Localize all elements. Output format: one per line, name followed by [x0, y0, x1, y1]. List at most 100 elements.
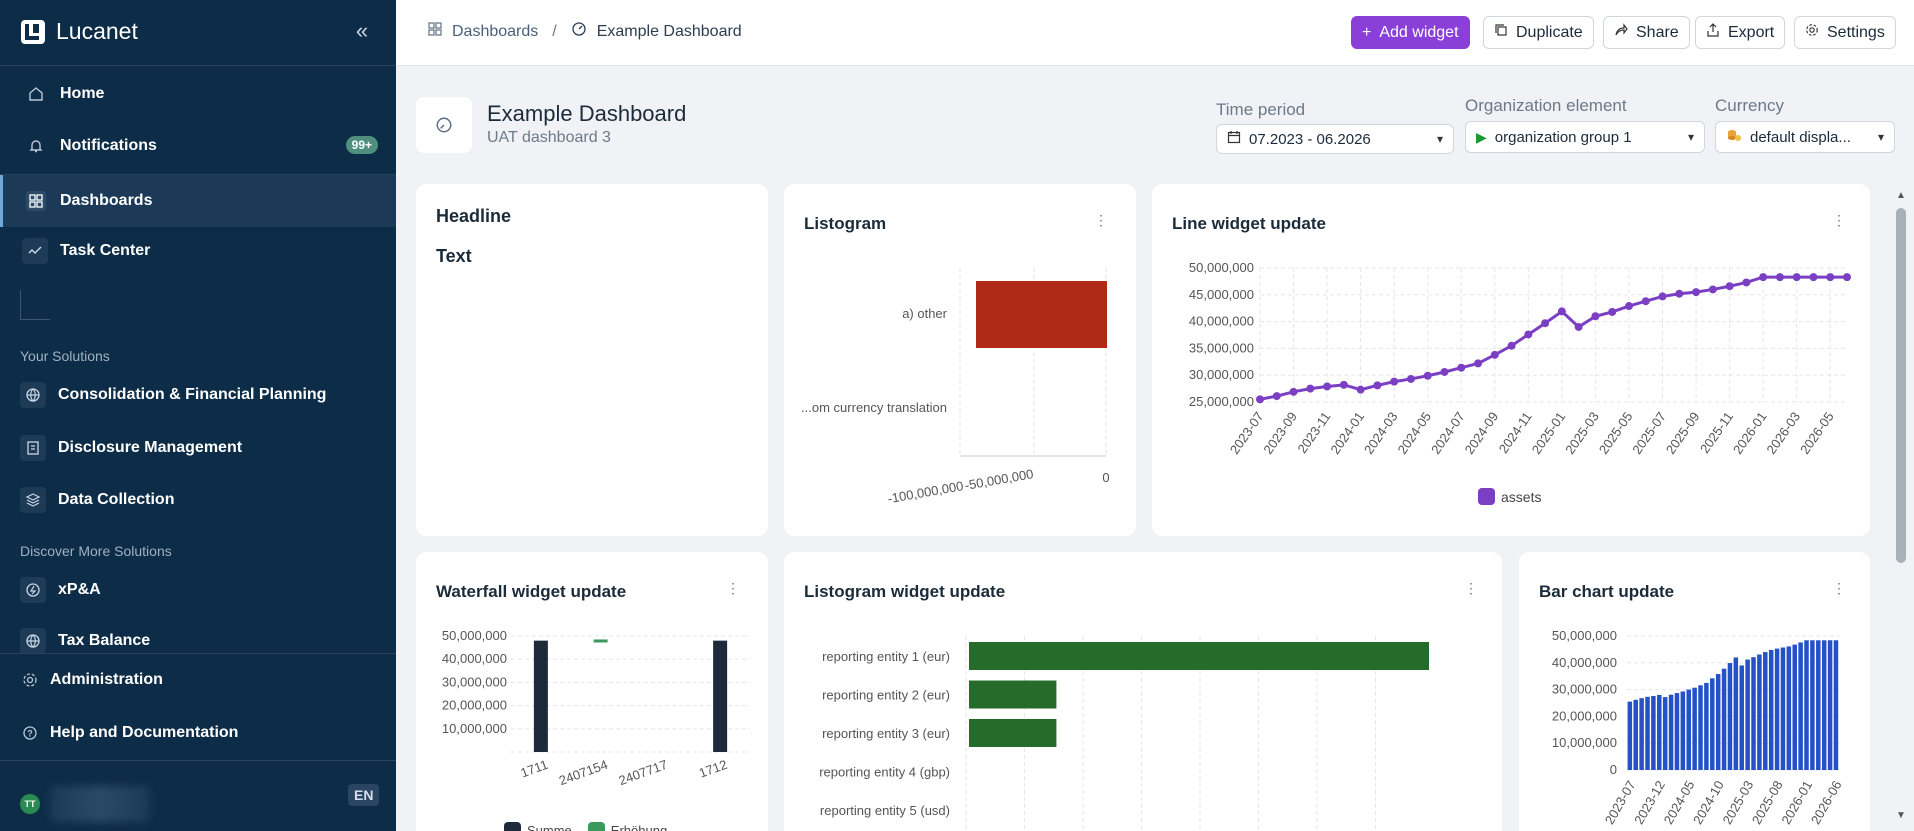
listogram-bar[interactable]	[969, 719, 1057, 747]
bar[interactable]	[1692, 687, 1697, 770]
data-point[interactable]	[1490, 350, 1499, 359]
brand-logo[interactable]: Lucanet	[20, 18, 138, 45]
data-point[interactable]	[1708, 285, 1717, 294]
duplicate-button[interactable]: Duplicate	[1483, 16, 1594, 49]
data-point[interactable]	[1692, 288, 1701, 297]
data-point[interactable]	[1306, 384, 1315, 393]
bar[interactable]	[1710, 678, 1715, 770]
listogram-bar[interactable]	[969, 680, 1057, 709]
bar[interactable]	[1792, 644, 1797, 770]
data-point[interactable]	[1373, 381, 1382, 390]
bar[interactable]	[1727, 663, 1733, 770]
bar[interactable]	[1733, 657, 1739, 770]
time-period-select[interactable]: 07.2023 - 06.2026 ▾	[1216, 124, 1454, 154]
page-scrollbar-thumb[interactable]	[1896, 208, 1906, 563]
waterfall-widget[interactable]: Waterfall widget update ⋮ 10,000,000 20,0…	[416, 552, 768, 831]
bar[interactable]	[1668, 694, 1674, 770]
data-point[interactable]	[1675, 289, 1684, 298]
bar[interactable]	[1774, 648, 1780, 770]
data-point[interactable]	[1390, 377, 1399, 386]
waterfall-increase-bar[interactable]	[593, 639, 608, 643]
scroll-up-arrow[interactable]: ▲	[1896, 190, 1906, 201]
nav-administration[interactable]: Administration	[0, 655, 396, 705]
bar[interactable]	[1757, 654, 1762, 770]
data-point[interactable]	[1759, 273, 1768, 282]
data-point[interactable]	[1557, 307, 1566, 316]
bar[interactable]	[1662, 697, 1668, 770]
nav-xpa[interactable]: xP&A	[0, 565, 396, 615]
data-point[interactable]	[1423, 371, 1432, 380]
nav-consolidation[interactable]: Consolidation & Financial Planning	[0, 370, 396, 420]
bar[interactable]	[1627, 701, 1633, 770]
bar[interactable]	[1686, 689, 1691, 770]
bar[interactable]	[1804, 640, 1809, 770]
data-point[interactable]	[1624, 302, 1633, 311]
headline-widget[interactable]: Headline Text	[416, 184, 768, 536]
bar[interactable]	[1833, 640, 1839, 770]
more-options-icon[interactable]: ⋮	[1094, 212, 1108, 228]
data-point[interactable]	[1356, 385, 1365, 394]
data-point[interactable]	[1843, 273, 1851, 282]
export-button[interactable]: Export	[1695, 16, 1786, 49]
data-point[interactable]	[1440, 367, 1449, 376]
nav-help[interactable]: ? Help and Documentation	[0, 708, 396, 758]
data-point[interactable]	[1339, 380, 1348, 389]
scroll-down-arrow[interactable]: ▼	[1896, 810, 1906, 821]
nav-notifications[interactable]: Notifications 99+	[0, 121, 396, 171]
bar[interactable]	[1798, 642, 1803, 770]
bar[interactable]	[1810, 640, 1815, 770]
data-point[interactable]	[1641, 297, 1650, 306]
more-options-icon[interactable]: ⋮	[1832, 580, 1846, 596]
legend-item[interactable]: Erhöhung	[587, 822, 667, 831]
organization-element-select[interactable]: ▶ organization group 1 ▾	[1465, 121, 1705, 153]
bar[interactable]	[1704, 682, 1709, 770]
bar[interactable]	[1821, 640, 1827, 770]
legend-item[interactable]: Summe	[504, 822, 572, 831]
waterfall-sum-bar[interactable]	[533, 640, 548, 752]
bar[interactable]	[1657, 694, 1662, 770]
data-point[interactable]	[1323, 382, 1332, 391]
nav-home[interactable]: Home	[0, 69, 396, 119]
bar[interactable]	[1745, 659, 1750, 770]
currency-select[interactable]: default displa... ▾	[1715, 121, 1895, 153]
more-options-icon[interactable]: ⋮	[1464, 580, 1478, 596]
data-point[interactable]	[1608, 307, 1617, 316]
more-options-icon[interactable]: ⋮	[1832, 212, 1846, 228]
data-point[interactable]	[1809, 273, 1818, 282]
nav-tax-balance[interactable]: Tax Balance	[0, 617, 396, 665]
data-point[interactable]	[1524, 330, 1533, 339]
bar[interactable]	[1816, 640, 1821, 770]
data-point[interactable]	[1574, 322, 1583, 331]
line-widget[interactable]: Line widget update ⋮ 25,000,000 30,000,00…	[1152, 184, 1870, 536]
bar[interactable]	[1739, 665, 1744, 770]
nav-dashboards[interactable]: Dashboards	[0, 175, 396, 227]
bar[interactable]	[1715, 674, 1721, 770]
bar[interactable]	[1674, 693, 1680, 770]
user-profile[interactable]: TT	[20, 786, 150, 822]
data-point[interactable]	[1457, 363, 1466, 372]
bar-chart-widget[interactable]: Bar chart update ⋮ 0 10,000,000 20,000,000…	[1519, 552, 1870, 831]
add-widget-button[interactable]: + Add widget	[1351, 16, 1470, 49]
settings-button[interactable]: Settings	[1794, 16, 1896, 49]
data-point[interactable]	[1272, 392, 1281, 401]
bar[interactable]	[1680, 691, 1686, 770]
bar[interactable]	[1751, 657, 1756, 770]
data-point[interactable]	[1406, 374, 1415, 383]
data-point[interactable]	[1792, 273, 1801, 282]
data-point[interactable]	[1289, 387, 1298, 396]
data-point[interactable]	[1742, 278, 1751, 287]
breadcrumb-dashboards-link[interactable]: Dashboards	[452, 22, 539, 40]
legend-item[interactable]: assets	[1478, 488, 1541, 505]
nav-task-center[interactable]: Task Center	[0, 226, 396, 276]
data-point[interactable]	[1775, 273, 1784, 282]
data-point[interactable]	[1256, 395, 1264, 404]
nav-disclosure-management[interactable]: Disclosure Management	[0, 423, 396, 473]
bar[interactable]	[1639, 698, 1644, 770]
data-point[interactable]	[1474, 359, 1483, 368]
bar[interactable]	[1633, 699, 1638, 770]
data-point[interactable]	[1591, 312, 1600, 321]
listogram-widget-update[interactable]: Listogram widget update ⋮ reporting enti…	[784, 552, 1502, 831]
collapse-sidebar-icon[interactable]: «	[355, 18, 369, 43]
bar[interactable]	[1651, 696, 1656, 770]
bar-a-other[interactable]	[976, 281, 1107, 348]
